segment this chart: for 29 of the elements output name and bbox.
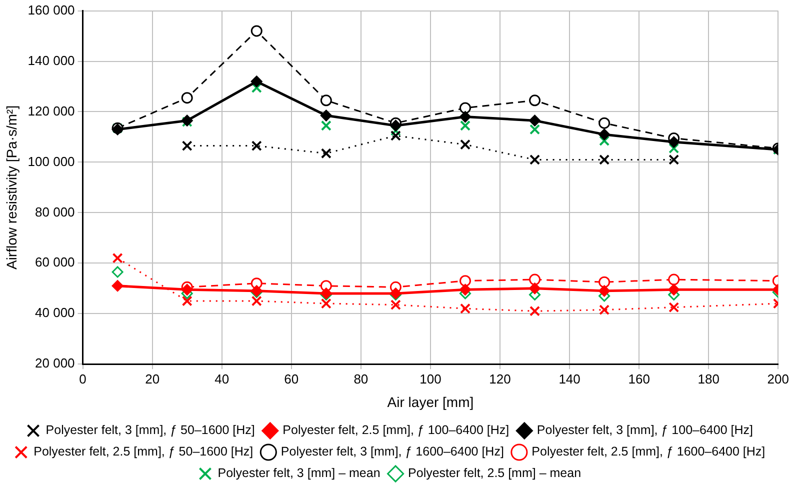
legend-label: Polyester felt, 2.5 [mm], ƒ 100–6400 [Hz] — [282, 423, 510, 438]
legend-label: Polyester felt, 3 [mm], ƒ 1600–6400 [Hz] — [280, 444, 504, 459]
y-tick-label: 100 000 — [28, 154, 75, 169]
x-tick-label: 180 — [698, 371, 720, 386]
legend-label: Polyester felt, 3 [mm], ƒ 100–6400 [Hz] — [536, 423, 753, 438]
y-tick-label: 140 000 — [28, 52, 75, 68]
x-tick-label: 140 — [558, 371, 580, 386]
x-tick-label: 200 — [767, 371, 790, 386]
x-tick-label: 120 — [489, 371, 511, 386]
x-tick-label: 40 — [214, 371, 230, 386]
y-tick-label: 60 000 — [35, 254, 75, 270]
x-tick-label: 0 — [79, 371, 86, 386]
legend-label: Polyester felt, 3 [mm] – mean — [218, 466, 380, 480]
legend-label: Polyester felt, 3 [mm], ƒ 50–1600 [Hz] — [46, 423, 255, 438]
y-tick-label: 120 000 — [28, 103, 75, 118]
y-tick-label: 160 000 — [28, 2, 75, 18]
x-tick-label: 60 — [284, 371, 299, 386]
legend-label: Polyester felt, 2.5 [mm], ƒ 1600–6400 [Hz] — [532, 444, 766, 459]
y-tick-label: 20 000 — [35, 356, 75, 371]
y-tick-label: 80 000 — [35, 204, 75, 220]
x-tick-label: 80 — [354, 371, 368, 386]
y-axis-title: Airflow resistivity [Pa·s/m²] — [3, 105, 20, 270]
legend-label: Polyester felt, 2.5 [mm] – mean — [408, 466, 582, 480]
x-tick-label: 20 — [145, 371, 160, 386]
x-tick-label: 100 — [420, 371, 442, 386]
x-tick-label: 160 — [628, 371, 650, 386]
legend-label: Polyester felt, 2.5 [mm], ƒ 50–1600 [Hz] — [34, 444, 254, 459]
y-tick-label: 40 000 — [35, 305, 75, 320]
x-axis-title: Air layer [mm] — [387, 394, 474, 410]
